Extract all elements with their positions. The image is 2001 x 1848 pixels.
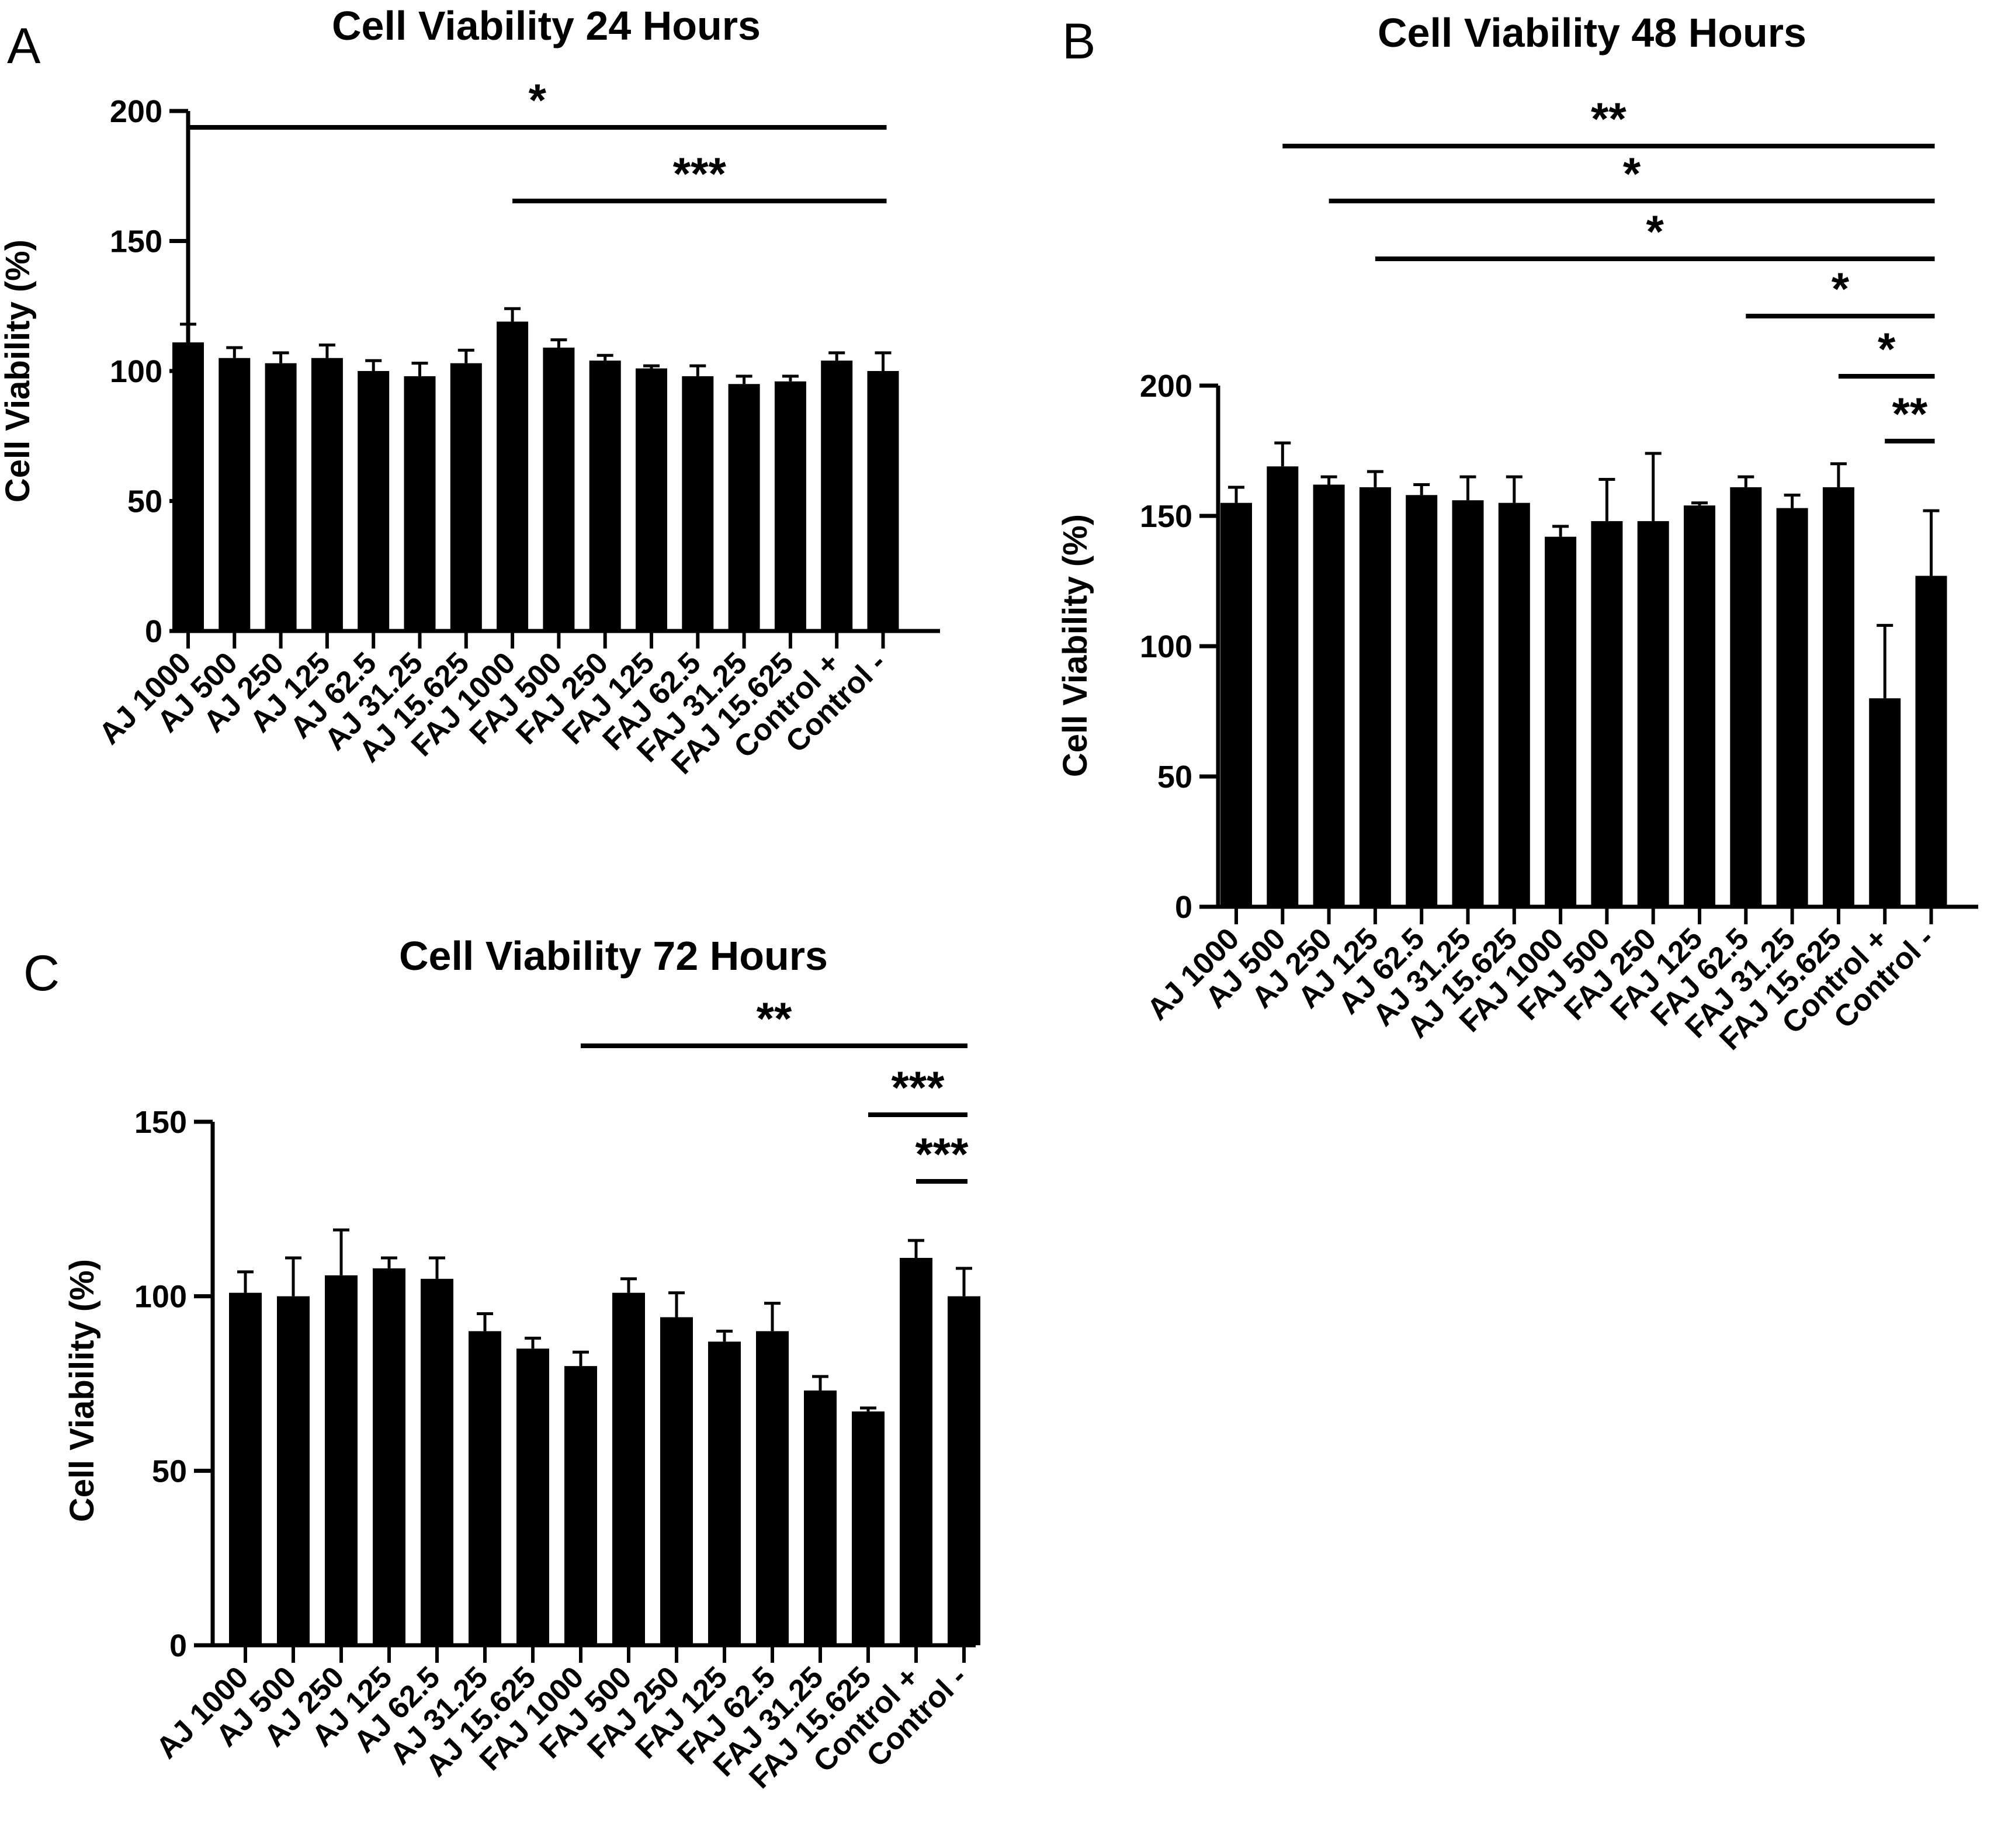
bar <box>543 347 575 631</box>
bar <box>311 358 343 631</box>
bar <box>1637 521 1669 907</box>
y-tick-label: 50 <box>1157 760 1192 795</box>
y-tick-label: 50 <box>152 1454 187 1489</box>
bar <box>404 376 436 631</box>
bar <box>728 384 760 631</box>
bar <box>1545 536 1577 907</box>
significance-label: *** <box>673 148 727 199</box>
significance-label: *** <box>915 1128 969 1180</box>
bar <box>1591 521 1623 907</box>
bar <box>219 358 251 631</box>
y-tick-label: 150 <box>1140 499 1192 534</box>
bar <box>1406 495 1438 907</box>
bar <box>1822 487 1854 907</box>
significance-label: * <box>529 74 547 126</box>
bar <box>821 360 853 631</box>
significance-label: * <box>1878 323 1896 375</box>
panel-c-chart: C Cell Viability 72 Hours Cell Viability (… <box>23 933 980 1795</box>
bar <box>612 1292 645 1645</box>
significance-label: ** <box>1591 93 1627 144</box>
panel-b-chart: B Cell Viability 48 Hours Cell Viability (… <box>1056 10 1978 1057</box>
bar <box>660 1317 693 1645</box>
y-tick-label: 100 <box>134 1280 187 1315</box>
y-tick-label: 0 <box>1175 890 1192 925</box>
bar <box>1220 502 1252 907</box>
panel-letter: A <box>7 18 41 74</box>
bar <box>358 371 390 631</box>
y-tick-label: 0 <box>169 1628 187 1663</box>
bar <box>948 1296 980 1645</box>
significance-label: * <box>1623 148 1641 199</box>
chart-title: Cell Viability 48 Hours <box>1378 10 1806 56</box>
panel-letter: B <box>1062 13 1095 70</box>
y-tick-label: 200 <box>110 94 162 129</box>
bar <box>708 1341 741 1645</box>
y-tick-label: 200 <box>1140 369 1192 404</box>
bar <box>1498 502 1530 907</box>
bar <box>852 1411 885 1645</box>
chart-title: Cell Viability 24 Hours <box>332 3 761 48</box>
y-axis-label: Cell Viability (%) <box>0 240 37 502</box>
bar <box>589 360 621 631</box>
y-tick-label: 50 <box>127 484 162 519</box>
bar <box>172 342 204 631</box>
y-tick-label: 0 <box>145 614 162 649</box>
bar <box>636 368 667 631</box>
bar <box>421 1278 453 1645</box>
bar <box>774 381 806 631</box>
bar <box>516 1348 549 1645</box>
bar <box>1684 505 1715 907</box>
y-tick-label: 100 <box>1140 629 1192 664</box>
panel-a-chart: A Cell Viability 24 Hours Cell Viability (… <box>0 3 940 781</box>
significance-label: * <box>1646 206 1664 257</box>
bar <box>497 321 529 631</box>
significance-label: *** <box>891 1062 945 1113</box>
bar <box>229 1292 262 1645</box>
bar <box>450 363 482 631</box>
panel-letter: C <box>23 945 60 1001</box>
y-axis-label: Cell Viability (%) <box>63 1259 101 1522</box>
bar <box>1359 487 1391 907</box>
bar <box>373 1268 405 1645</box>
bar <box>1267 466 1299 907</box>
bar <box>1915 575 1947 907</box>
bar <box>756 1331 789 1645</box>
bar <box>1452 500 1484 907</box>
bar <box>469 1331 501 1645</box>
bar <box>277 1296 310 1645</box>
y-axis-label: Cell Viability (%) <box>1056 514 1094 777</box>
bar <box>1313 484 1345 907</box>
bar <box>867 371 899 631</box>
y-tick-label: 100 <box>110 354 162 389</box>
bar <box>682 376 714 631</box>
bar <box>1776 508 1808 907</box>
significance-label: ** <box>1892 388 1927 439</box>
significance-label: ** <box>757 993 792 1044</box>
bar <box>804 1390 837 1645</box>
chart-title: Cell Viability 72 Hours <box>399 933 828 979</box>
significance-label: * <box>1832 263 1850 314</box>
bar <box>1730 487 1762 907</box>
bar <box>564 1366 597 1645</box>
y-tick-label: 150 <box>134 1105 187 1140</box>
bar <box>1869 698 1901 907</box>
bar <box>265 363 297 631</box>
y-tick-label: 150 <box>110 224 162 259</box>
bar <box>325 1275 358 1645</box>
bar <box>900 1257 932 1645</box>
